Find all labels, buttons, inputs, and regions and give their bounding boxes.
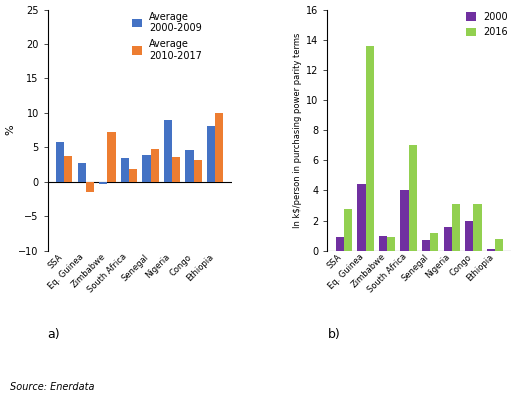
Bar bbox=[408, 145, 417, 251]
Bar bbox=[444, 227, 452, 251]
Bar bbox=[430, 233, 438, 251]
Bar bbox=[108, 132, 116, 182]
Bar bbox=[336, 237, 344, 251]
Bar bbox=[56, 142, 64, 182]
Bar bbox=[422, 240, 430, 251]
Y-axis label: %: % bbox=[6, 125, 16, 136]
Bar bbox=[142, 155, 150, 182]
Bar bbox=[78, 163, 86, 182]
Bar bbox=[172, 157, 180, 182]
Bar bbox=[86, 182, 94, 192]
Bar bbox=[186, 150, 194, 182]
Legend: 2000, 2016: 2000, 2016 bbox=[464, 9, 510, 39]
Bar bbox=[366, 46, 374, 251]
Bar bbox=[474, 204, 481, 251]
Y-axis label: In k$/person in purchasing power parity terms: In k$/person in purchasing power parity … bbox=[293, 32, 302, 228]
Bar bbox=[486, 249, 495, 251]
Bar bbox=[64, 156, 72, 182]
Bar bbox=[387, 237, 396, 251]
Bar bbox=[150, 149, 159, 182]
Bar bbox=[215, 113, 223, 182]
Bar bbox=[465, 221, 474, 251]
Bar bbox=[207, 126, 215, 182]
Bar bbox=[344, 208, 352, 251]
Text: a): a) bbox=[48, 328, 60, 341]
Bar bbox=[495, 239, 503, 251]
Bar bbox=[357, 184, 366, 251]
Text: Source: Enerdata: Source: Enerdata bbox=[10, 382, 95, 392]
Legend: Average
2000-2009, Average
2010-2017: Average 2000-2009, Average 2010-2017 bbox=[130, 9, 204, 63]
Bar bbox=[401, 190, 408, 251]
Bar bbox=[99, 182, 108, 184]
Bar bbox=[164, 120, 172, 182]
Bar bbox=[379, 236, 387, 251]
Bar bbox=[121, 158, 129, 182]
Bar bbox=[194, 160, 202, 182]
Text: b): b) bbox=[327, 328, 340, 341]
Bar bbox=[129, 169, 137, 182]
Bar bbox=[452, 204, 460, 251]
